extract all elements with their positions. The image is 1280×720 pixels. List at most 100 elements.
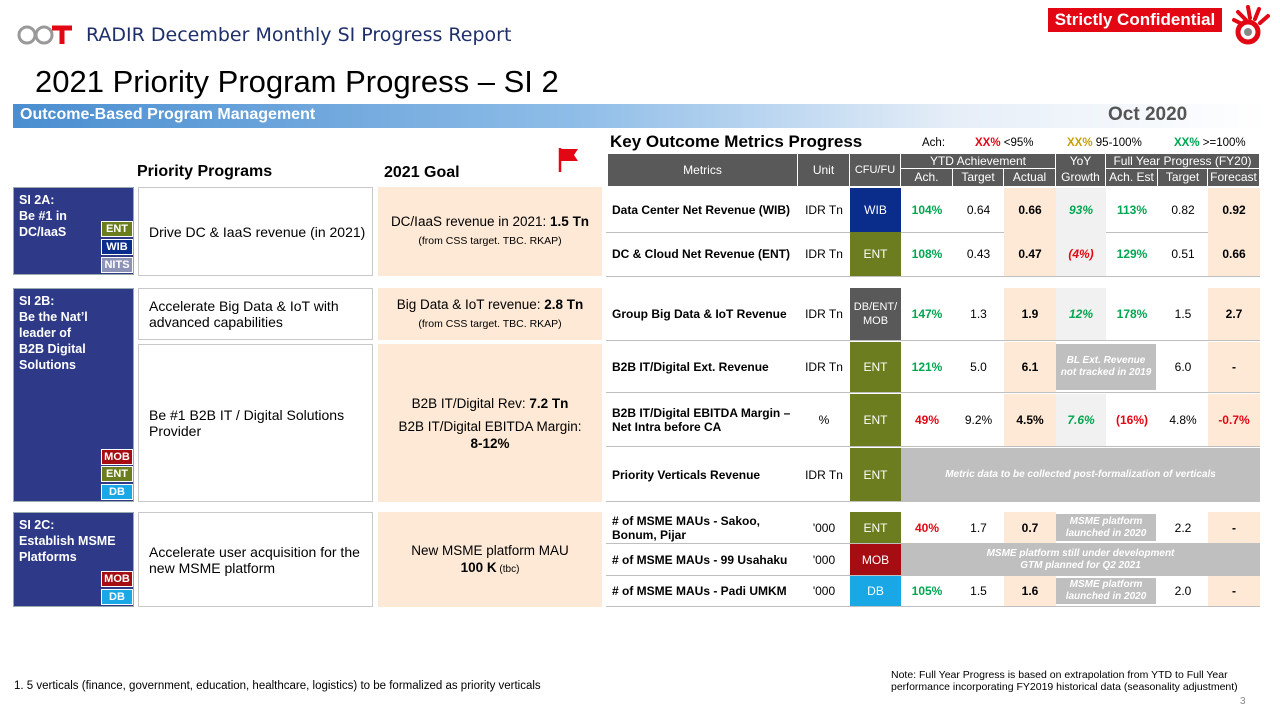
extrapolation-note: Note: Full Year Progress is based on ext… bbox=[891, 669, 1238, 693]
header-ach: Ach. bbox=[901, 169, 953, 186]
outcome-label: Outcome-Based Program Management bbox=[20, 106, 316, 123]
program-label: Accelerate Big Data & IoT with advanced … bbox=[149, 298, 339, 330]
row-divider bbox=[606, 501, 1260, 502]
cfu-badge: ENT bbox=[850, 232, 901, 276]
metric-unit-cell: '000 bbox=[812, 584, 836, 598]
metric-forecast-cell: - bbox=[1208, 512, 1260, 543]
header-metrics: Metrics bbox=[608, 154, 798, 186]
metric-forecast-cell: 0.66 bbox=[1208, 232, 1260, 276]
metric-fy-target-cell: 0.51 bbox=[1171, 247, 1195, 261]
metric-actual-cell: 4.5% bbox=[1004, 394, 1056, 446]
program-b2b: Be #1 B2B IT / Digital Solutions Provide… bbox=[138, 344, 373, 502]
cfu-badge: DB bbox=[850, 576, 901, 606]
header-forecast: Forecast bbox=[1208, 169, 1260, 186]
goal-text: DC/IaaS revenue in 2021: bbox=[390, 214, 551, 229]
tag-db: DB bbox=[101, 589, 133, 605]
metric-actual-cell: 6.1 bbox=[1004, 342, 1056, 392]
metric-target-cell: 1.3 bbox=[970, 307, 987, 321]
goal-b2b: B2B IT/Digital Rev: 7.2 Tn B2B IT/Digita… bbox=[378, 344, 602, 502]
legend-amber-swatch: XX% bbox=[1067, 137, 1093, 149]
metric-ach-cell: 108% bbox=[911, 247, 943, 261]
not-tracked-notice: MSME platform launched in 2020 bbox=[1056, 514, 1156, 541]
program-dc-iaas: Drive DC & IaaS revenue (in 2021) bbox=[138, 187, 373, 276]
tag-nits: NITS bbox=[101, 257, 133, 273]
program-msme: Accelerate user acquisition for the new … bbox=[138, 512, 373, 607]
tag-db: DB bbox=[101, 484, 133, 500]
cfu-badge: ENT bbox=[850, 448, 901, 501]
goal-heading: 2021 Goal bbox=[384, 164, 460, 181]
metric-unit-cell: '000 bbox=[812, 520, 836, 535]
legend-red-text: <95% bbox=[1000, 137, 1034, 149]
metric-target-cell: 9.2% bbox=[964, 413, 993, 427]
metric-ach-cell: 49% bbox=[914, 413, 940, 427]
metric-name: B2B IT/Digital EBITDA Margin – Net Intra… bbox=[612, 406, 791, 434]
metric-ach-cell: 105% bbox=[911, 584, 943, 598]
goal-msme: New MSME platform MAU 100 K (tbc) bbox=[378, 512, 602, 607]
metric-target-cell: 0.43 bbox=[966, 247, 991, 261]
tag-ent: ENT bbox=[101, 221, 133, 237]
confidential-badge: Strictly Confidential bbox=[1048, 8, 1222, 32]
metric-actual-cell: 0.47 bbox=[1004, 232, 1056, 276]
not-tracked-notice: Metric data to be collected post-formali… bbox=[901, 448, 1260, 501]
row-divider bbox=[606, 276, 1260, 277]
metric-name: # of MSME MAUs - 99 Usahaku bbox=[612, 552, 788, 567]
metric-forecast-cell: - bbox=[1208, 342, 1260, 392]
tag-ent: ENT bbox=[101, 466, 133, 482]
metric-fy-target-cell: 0.82 bbox=[1171, 203, 1195, 217]
tag-mob: MOB bbox=[101, 449, 133, 465]
cfu-badge: ENT bbox=[850, 394, 901, 446]
program-label: Accelerate user acquisition for the new … bbox=[149, 543, 360, 576]
goal-value: 2.8 Tn bbox=[544, 296, 584, 312]
si-2a-title: SI 2A: Be #1 in DC/IaaS bbox=[19, 193, 67, 239]
report-title: RADIR December Monthly SI Progress Repor… bbox=[86, 24, 512, 46]
goal-value: 1.5 Tn bbox=[550, 214, 590, 229]
row-divider bbox=[606, 232, 1260, 233]
goal-value: 8-12% bbox=[470, 435, 510, 451]
row-divider bbox=[606, 340, 1260, 341]
metric-growth-cell: 93% bbox=[1056, 188, 1106, 232]
legend-amber-text: 95-100% bbox=[1092, 137, 1142, 149]
si-2b-box: SI 2B: Be the Nat’l leader of B2B Digita… bbox=[13, 288, 134, 502]
goal-dc-iaas: DC/IaaS revenue in 2021: 1.5 Tn (from CS… bbox=[378, 187, 602, 276]
page-number: 3 bbox=[1240, 696, 1246, 707]
metric-name: Group Big Data & IoT Revenue bbox=[612, 307, 787, 321]
goal-text: Big Data & IoT revenue: bbox=[396, 296, 545, 312]
header-ach-est: Ach. Est bbox=[1106, 169, 1158, 186]
header-cfu: CFU/FU bbox=[850, 154, 901, 186]
cfu-badge: MOB bbox=[850, 544, 901, 575]
si-2a-box: SI 2A: Be #1 in DC/IaaS ENT WIB NITS bbox=[13, 187, 134, 275]
report-period: Oct 2020 bbox=[1108, 104, 1188, 125]
metric-growth-cell: 7.6% bbox=[1056, 394, 1106, 446]
metric-fy-target-cell: 6.0 bbox=[1174, 360, 1192, 374]
gct-logo-icon bbox=[17, 25, 72, 45]
metric-name: DC & Cloud Net Revenue (ENT) bbox=[612, 247, 791, 261]
row-divider bbox=[606, 606, 1260, 607]
metric-name: # of MSME MAUs - Sakoo, Bonum, Pijar bbox=[612, 513, 761, 542]
metric-fy-target-cell: 4.8% bbox=[1169, 413, 1197, 427]
metric-ach-est-cell: 129% bbox=[1116, 247, 1148, 261]
legend-red: XX% <95% bbox=[975, 137, 1034, 149]
goal-note: (from CSS target. TBC. RKAP) bbox=[418, 317, 562, 330]
header-full-year: Full Year Progress (FY20) bbox=[1106, 154, 1260, 169]
tag-mob: MOB bbox=[101, 571, 133, 587]
program-label: Be #1 B2B IT / Digital Solutions Provide… bbox=[149, 407, 345, 439]
legend-amber: XX% 95-100% bbox=[1067, 137, 1142, 149]
tag-wib: WIB bbox=[101, 239, 133, 255]
metric-unit-cell: IDR Tn bbox=[805, 247, 843, 261]
metrics-title: Key Outcome Metrics Progress bbox=[610, 132, 863, 151]
program-big-data: Accelerate Big Data & IoT with advanced … bbox=[138, 288, 373, 340]
header-unit: Unit bbox=[798, 154, 850, 186]
header-ytd: YTD Achievement bbox=[901, 154, 1056, 169]
legend-green: XX% >=100% bbox=[1174, 137, 1246, 149]
flag-icon bbox=[558, 148, 578, 172]
metric-growth-cell: (4%) bbox=[1056, 232, 1106, 276]
metric-fy-target-cell: 2.2 bbox=[1174, 520, 1192, 535]
cfu-badge: DB/ENT/ MOB bbox=[850, 288, 901, 340]
metric-actual-cell: 1.6 bbox=[1004, 576, 1056, 606]
metric-forecast-cell: 0.92 bbox=[1208, 188, 1260, 232]
metric-unit-cell: IDR Tn bbox=[805, 307, 843, 321]
header-growth: Growth bbox=[1056, 169, 1106, 186]
metric-growth-cell: 12% bbox=[1056, 288, 1106, 340]
metric-forecast-cell: -0.7% bbox=[1208, 394, 1260, 446]
metric-unit-cell: % bbox=[818, 413, 830, 427]
